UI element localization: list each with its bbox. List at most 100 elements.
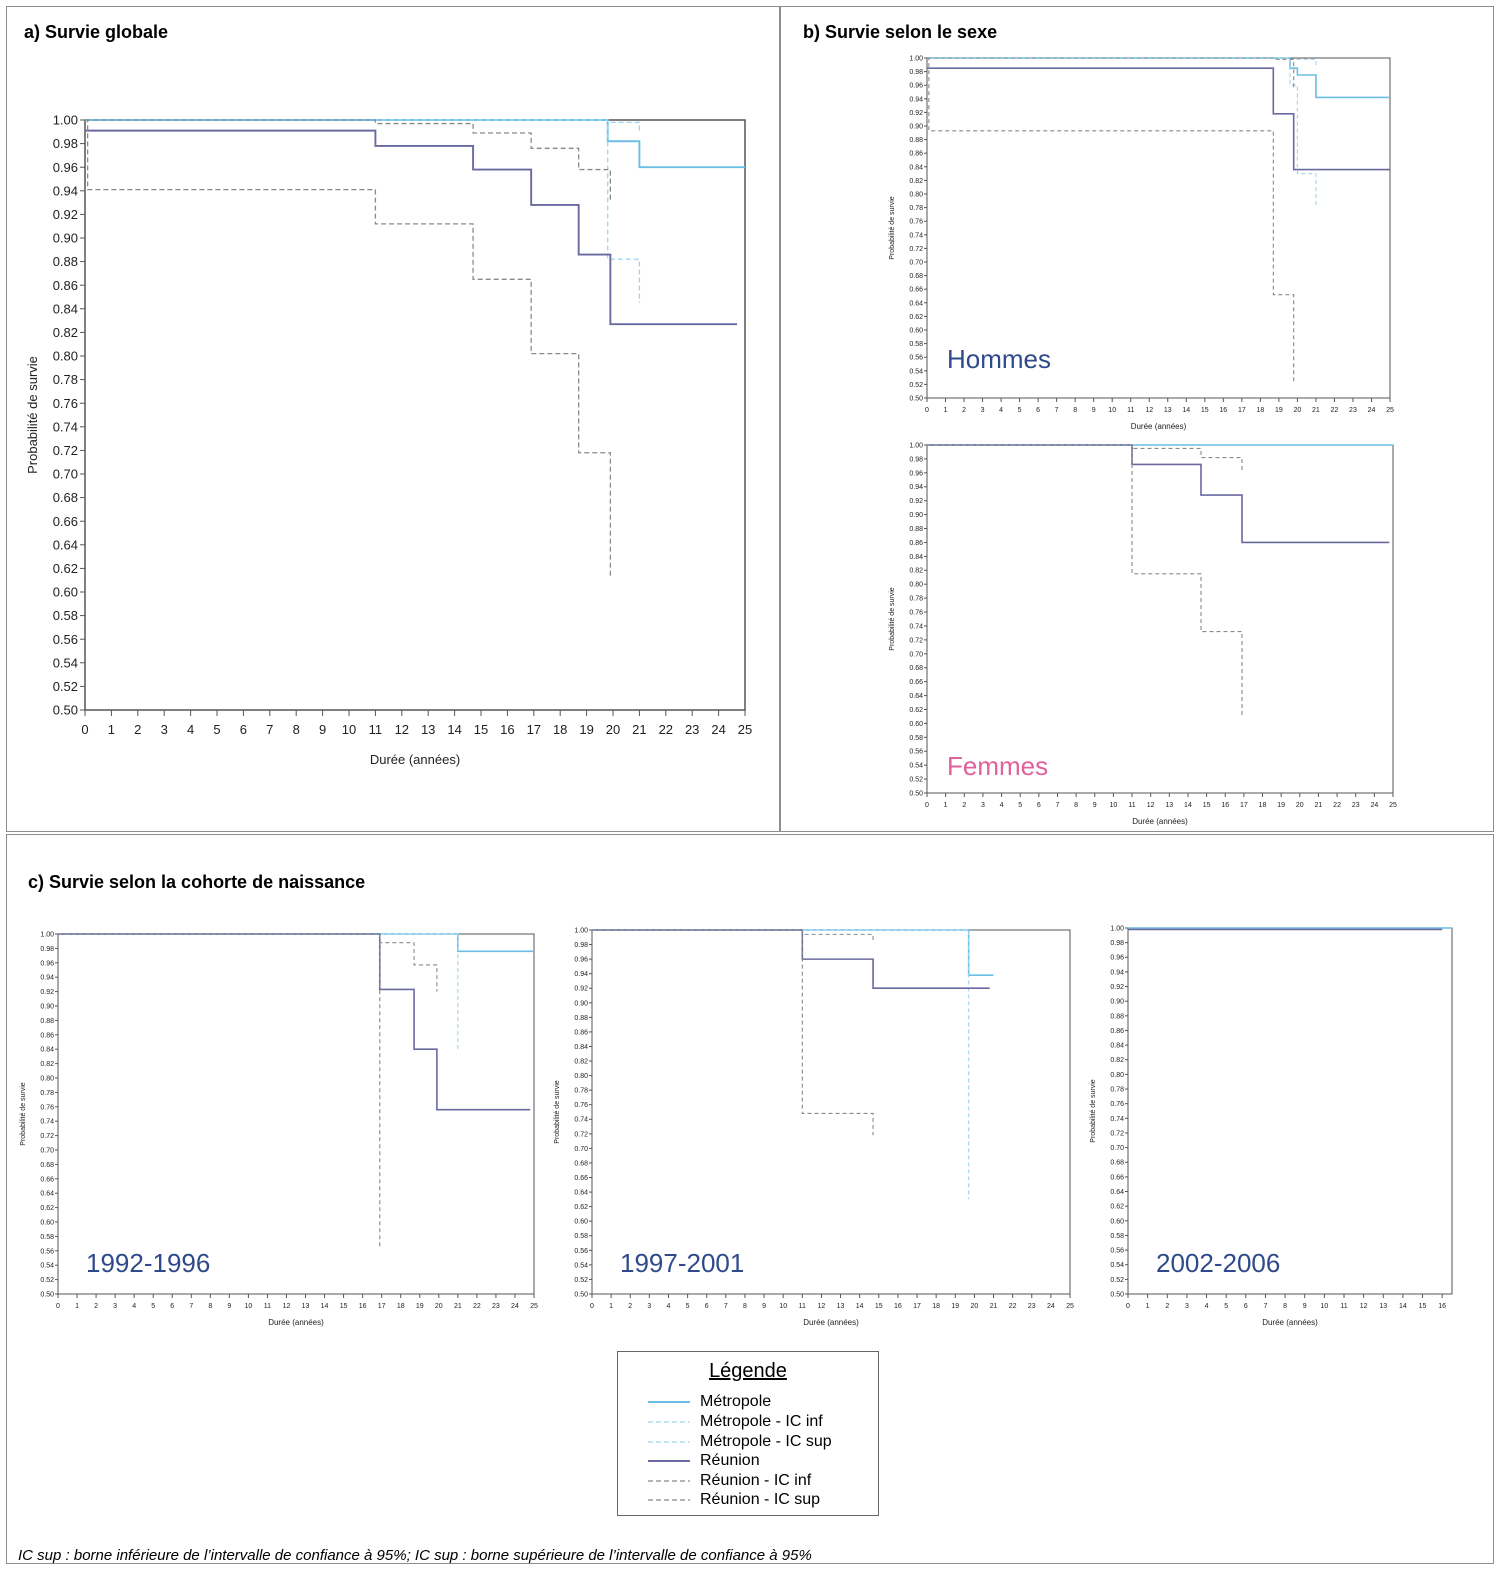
x-tick-label: 19 — [951, 1303, 959, 1310]
x-tick-label: 7 — [724, 1303, 728, 1310]
x-tick-label: 20 — [1296, 802, 1304, 809]
y-tick-label: 0.50 — [909, 790, 923, 797]
y-tick-label: 0.96 — [40, 960, 54, 967]
y-tick-label: 0.78 — [909, 205, 923, 212]
legend-label: Métropole - IC inf — [700, 1413, 823, 1430]
y-tick-label: 0.92 — [909, 110, 923, 117]
chart-c-1997-2001: 0.50 0.52 0.54 0.56 0.58 0.60 0.62 0.64 0.66 0.68… — [554, 927, 1074, 1327]
y-tick-label: 0.60 — [40, 1219, 54, 1226]
y-tick-label: 0.94 — [1110, 969, 1124, 976]
y-tick-label: 0.78 — [53, 372, 78, 387]
x-tick-label: 12 — [818, 1303, 826, 1310]
y-tick-label: 0.80 — [909, 191, 923, 198]
x-tick-label: 2 — [94, 1303, 98, 1310]
x-tick-label: 16 — [1438, 1303, 1446, 1310]
inset-label: Femmes — [947, 751, 1048, 781]
x-tick-label: 24 — [1370, 802, 1378, 809]
x-tick-label: 3 — [161, 722, 168, 737]
y-tick-label: 1.00 — [1110, 925, 1124, 932]
y-tick-label: 0.66 — [909, 287, 923, 294]
x-axis-label: Durée (années) — [1262, 1318, 1318, 1327]
x-tick-label: 6 — [705, 1303, 709, 1310]
y-tick-label: 0.96 — [909, 83, 923, 90]
series-reunion-ic-inf — [85, 119, 612, 578]
y-tick-label: 0.86 — [1110, 1028, 1124, 1035]
x-tick-label: 13 — [1165, 802, 1173, 809]
legend-label: Métropole - IC sup — [700, 1433, 832, 1450]
y-tick-label: 0.84 — [40, 1047, 54, 1054]
y-tick-label: 0.80 — [909, 582, 923, 589]
y-axis-label: Probabilité de survie — [554, 1080, 561, 1144]
y-tick-label: 0.82 — [909, 568, 923, 575]
x-tick-label: 14 — [856, 1303, 864, 1310]
y-tick-label: 0.52 — [1110, 1277, 1124, 1284]
legend-item-metropole: Métropole — [648, 1392, 771, 1412]
y-tick-label: 0.88 — [909, 137, 923, 144]
y-tick-label: 0.50 — [53, 703, 78, 718]
x-tick-label: 19 — [1275, 407, 1283, 414]
y-tick-label: 0.96 — [574, 957, 588, 964]
x-tick-label: 5 — [1224, 1303, 1228, 1310]
y-tick-label: 0.68 — [40, 1162, 54, 1169]
y-tick-label: 0.94 — [909, 96, 923, 103]
y-tick-label: 0.52 — [53, 679, 78, 694]
x-axis-label: Durée (années) — [268, 1318, 324, 1327]
x-tick-label: 15 — [474, 722, 488, 737]
x-tick-label: 9 — [319, 722, 326, 737]
y-tick-label: 0.58 — [1110, 1233, 1124, 1240]
y-tick-label: 0.54 — [40, 1263, 54, 1270]
y-tick-label: 0.80 — [40, 1075, 54, 1082]
series-metropole-ic-inf — [927, 57, 1317, 208]
x-tick-label: 15 — [1203, 802, 1211, 809]
panel-b-title: b) Survie selon le sexe — [803, 22, 998, 42]
y-tick-label: 0.50 — [1110, 1291, 1124, 1298]
y-tick-label: 0.78 — [909, 596, 923, 603]
y-tick-label: 0.54 — [574, 1262, 588, 1269]
x-tick-label: 10 — [1320, 1303, 1328, 1310]
x-tick-label: 11 — [1128, 802, 1135, 809]
x-tick-label: 13 — [1164, 407, 1172, 414]
y-tick-label: 0.56 — [1110, 1248, 1124, 1255]
x-tick-label: 2 — [628, 1303, 632, 1310]
y-tick-label: 0.60 — [53, 585, 78, 600]
x-tick-label: 19 — [579, 722, 593, 737]
y-tick-label: 0.94 — [40, 975, 54, 982]
y-tick-label: 0.86 — [574, 1029, 588, 1036]
y-tick-label: 0.94 — [574, 971, 588, 978]
y-tick-label: 0.72 — [574, 1131, 588, 1138]
y-tick-label: 0.60 — [574, 1219, 588, 1226]
y-tick-label: 0.68 — [574, 1160, 588, 1167]
x-tick-label: 23 — [685, 722, 699, 737]
y-tick-label: 0.66 — [1110, 1174, 1124, 1181]
chart-c-1992-1996: 0.50 0.52 0.54 0.56 0.58 0.60 0.62 0.64 0.66 0.68… — [20, 931, 538, 1327]
x-tick-label: 0 — [56, 1303, 60, 1310]
y-tick-label: 0.54 — [1110, 1262, 1124, 1269]
x-tick-label: 20 — [1294, 407, 1302, 414]
y-tick-label: 0.76 — [53, 396, 78, 411]
x-tick-label: 2 — [134, 722, 141, 737]
y-tick-label: 0.58 — [53, 608, 78, 623]
x-tick-label: 10 — [1110, 802, 1118, 809]
x-tick-label: 18 — [932, 1303, 940, 1310]
x-tick-label: 16 — [1219, 407, 1227, 414]
y-tick-label: 0.94 — [53, 183, 78, 198]
y-tick-label: 0.76 — [40, 1104, 54, 1111]
y-tick-label: 0.88 — [1110, 1013, 1124, 1020]
x-tick-label: 0 — [1126, 1303, 1130, 1310]
y-axis-label: Probabilité de survie — [20, 1082, 27, 1146]
inset-label: 2002-2006 — [1156, 1248, 1280, 1278]
x-tick-label: 6 — [1036, 407, 1040, 414]
legend-swatch-reunion-ic-sup — [648, 1499, 690, 1501]
x-tick-label: 7 — [266, 722, 273, 737]
y-tick-label: 0.96 — [53, 160, 78, 175]
y-tick-label: 0.66 — [574, 1175, 588, 1182]
y-tick-label: 0.54 — [909, 763, 923, 770]
x-tick-label: 10 — [342, 722, 356, 737]
legend-label: Réunion - IC sup — [700, 1491, 821, 1508]
plot-frame — [1127, 927, 1453, 1295]
x-tick-label: 17 — [913, 1303, 921, 1310]
y-tick-label: 0.86 — [40, 1032, 54, 1039]
x-tick-label: 9 — [1093, 802, 1097, 809]
x-tick-label: 23 — [492, 1303, 500, 1310]
x-tick-label: 9 — [227, 1303, 231, 1310]
